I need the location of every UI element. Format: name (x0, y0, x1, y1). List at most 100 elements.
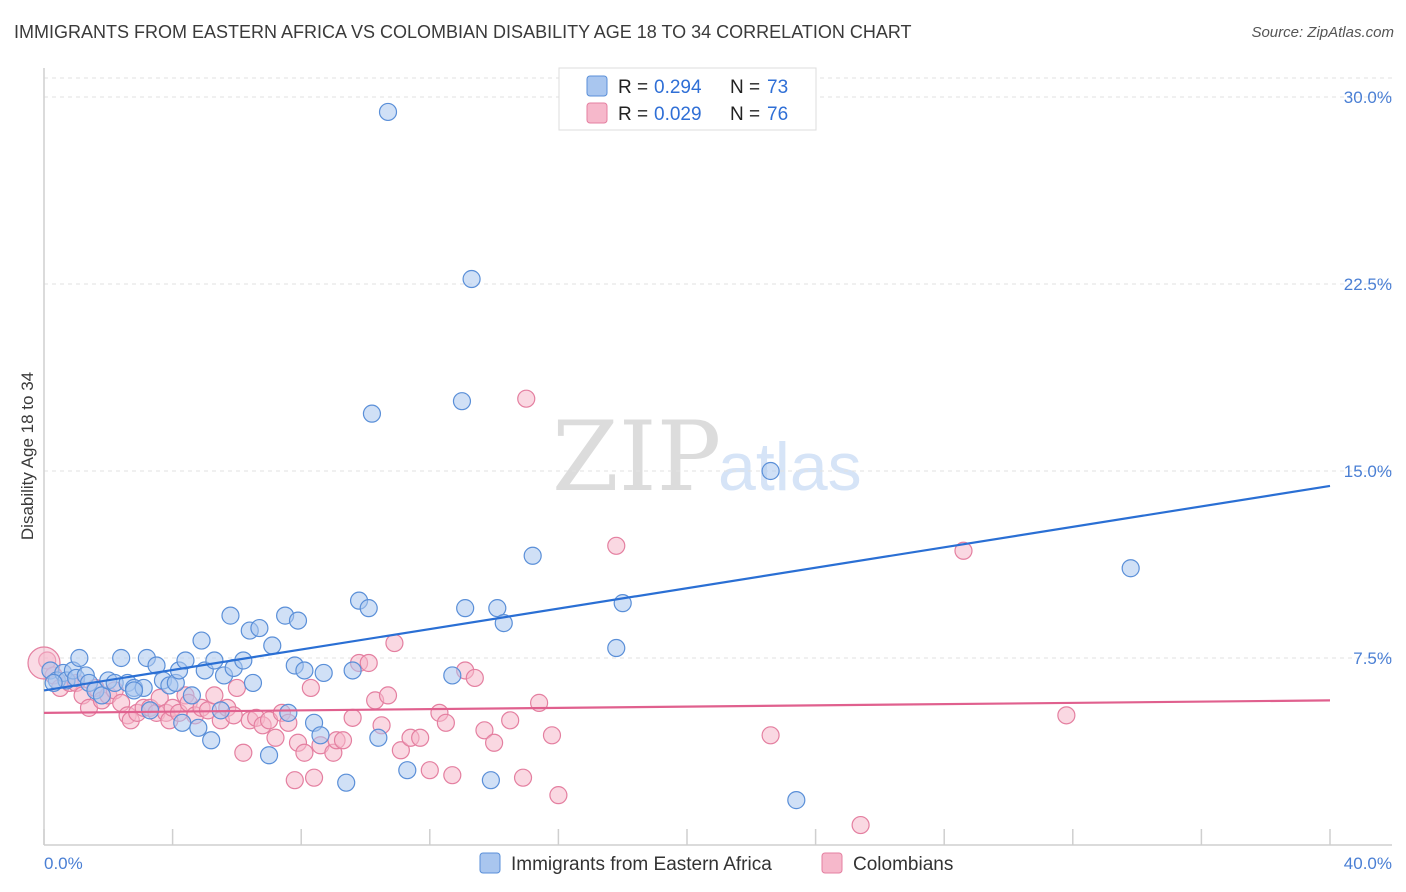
eastern-africa-point-61 (462, 269, 481, 289)
colombians-point-50 (343, 708, 362, 727)
x-tick-marks (43, 829, 1331, 845)
eastern-africa-point-24 (173, 713, 192, 732)
eastern-africa-point-30 (202, 731, 221, 750)
colombians-point-32 (227, 678, 246, 698)
trend-lines (43, 484, 1331, 714)
colombians-point-76 (851, 815, 870, 835)
colombians-point-18 (150, 688, 169, 707)
eastern-africa-point-10 (92, 686, 111, 705)
colombians-point-28 (205, 686, 224, 705)
y-tick-label-1: 15.0% (1344, 462, 1392, 481)
eastern-africa-point-60 (456, 599, 475, 618)
bottom-legend-swatch-pink (821, 852, 843, 874)
colombians-point-78 (1057, 706, 1076, 725)
eastern-africa-point-38 (243, 673, 263, 693)
eastern-africa-point-19 (147, 656, 166, 675)
eastern-africa-point-49 (314, 663, 333, 683)
eastern-africa-point-39 (250, 618, 269, 638)
eastern-africa-point-69 (787, 791, 806, 810)
watermark-atlas: atlas (718, 429, 862, 505)
eastern-africa-point-31 (205, 651, 224, 670)
trend-line-eastern-africa (43, 484, 1331, 692)
trend-line-colombians (43, 699, 1331, 714)
eastern-africa-point-63 (488, 599, 507, 618)
eastern-africa-point-34 (221, 606, 240, 625)
y-axis-label: Disability Age 18 to 34 (18, 372, 37, 540)
colombians-point-43 (295, 743, 314, 762)
eastern-africa-point-6 (70, 648, 89, 668)
colombians-point-56 (385, 633, 404, 653)
legend-swatch-blue (586, 75, 608, 97)
series-eastern-africa (41, 102, 1140, 810)
colombians-point-60 (420, 761, 439, 780)
eastern-africa-point-59 (452, 392, 472, 411)
bottom-legend-label-blue: Immigrants from Eastern Africa (511, 854, 772, 875)
colombians-point-55 (378, 686, 398, 705)
x-tick-label-min: 0.0% (44, 854, 83, 873)
eastern-africa-point-43 (279, 703, 298, 722)
eastern-africa-point-55 (369, 728, 388, 747)
colombians-point-38 (266, 728, 285, 747)
colombians-point-73 (549, 786, 568, 805)
legend-n-value-blue: 73 (767, 77, 788, 98)
eastern-africa-point-26 (182, 686, 201, 705)
colombians-point-65 (465, 668, 484, 688)
eastern-africa-point-28 (192, 631, 211, 650)
legend-r-label-pink: R = (618, 104, 648, 125)
gridlines (44, 77, 1392, 659)
legend-n-label-pink: N = (730, 104, 760, 125)
eastern-africa-point-18 (140, 701, 160, 720)
eastern-africa-point-66 (607, 638, 626, 658)
colombians-point-75 (761, 726, 780, 745)
eastern-africa-point-50 (337, 773, 356, 792)
y-tick-label-2: 22.5% (1344, 275, 1392, 294)
colombians-point-69 (513, 768, 533, 787)
eastern-africa-point-41 (263, 636, 282, 655)
colombians-point-59 (411, 728, 430, 747)
eastern-africa-point-72 (124, 681, 144, 700)
legend-swatch-pink (586, 102, 608, 124)
eastern-africa-point-58 (443, 666, 462, 685)
colombians-point-66 (475, 721, 494, 740)
colombians-point-49 (333, 731, 353, 750)
colombians-point-57 (391, 741, 410, 760)
eastern-africa-point-46 (295, 661, 314, 680)
watermark-zip: ZIP (552, 401, 721, 513)
eastern-africa-point-51 (343, 661, 362, 680)
eastern-africa-point-13 (112, 648, 131, 668)
eastern-africa-point-57 (398, 761, 417, 780)
legend-r-value-blue: 0.294 (654, 77, 702, 98)
eastern-africa-point-56 (378, 102, 398, 122)
colombians-point-70 (517, 389, 536, 408)
colombians-point-72 (542, 726, 562, 745)
colombians-point-67 (485, 733, 504, 752)
colombians-point-62 (436, 713, 455, 732)
bottom-legend: Immigrants from Eastern Africa Colombian… (479, 852, 953, 875)
colombians-point-68 (501, 711, 520, 730)
colombians-point-77 (954, 541, 973, 560)
eastern-africa-point-68 (761, 461, 780, 481)
eastern-africa-point-54 (362, 404, 382, 423)
colombians-point-44 (301, 678, 320, 698)
colombians-point-63 (443, 766, 462, 785)
colombians-point-74 (607, 536, 626, 555)
legend-r-value-pink: 0.029 (654, 104, 702, 125)
colombians-point-45 (304, 768, 324, 787)
eastern-africa-point-62 (481, 771, 500, 790)
bottom-legend-swatch-blue (479, 852, 501, 874)
y-tick-label-3: 30.0% (1344, 88, 1392, 107)
y-tick-label-0: 7.5% (1353, 649, 1392, 668)
bottom-legend-label-pink: Colombians (853, 854, 953, 875)
legend-n-value-pink: 76 (767, 104, 788, 125)
eastern-africa-point-27 (189, 718, 208, 737)
legend-r-label-blue: R = (618, 77, 648, 98)
source-label: Source: ZipAtlas.com (1251, 24, 1394, 41)
eastern-africa-point-65 (523, 546, 542, 565)
x-tick-label-max: 40.0% (1344, 854, 1392, 873)
eastern-africa-point-48 (311, 726, 330, 745)
colombians-point-52 (359, 653, 378, 673)
chart-title: IMMIGRANTS FROM EASTERN AFRICA VS COLOMB… (14, 22, 912, 42)
eastern-africa-point-45 (288, 611, 308, 630)
colombians-point-33 (234, 743, 253, 762)
